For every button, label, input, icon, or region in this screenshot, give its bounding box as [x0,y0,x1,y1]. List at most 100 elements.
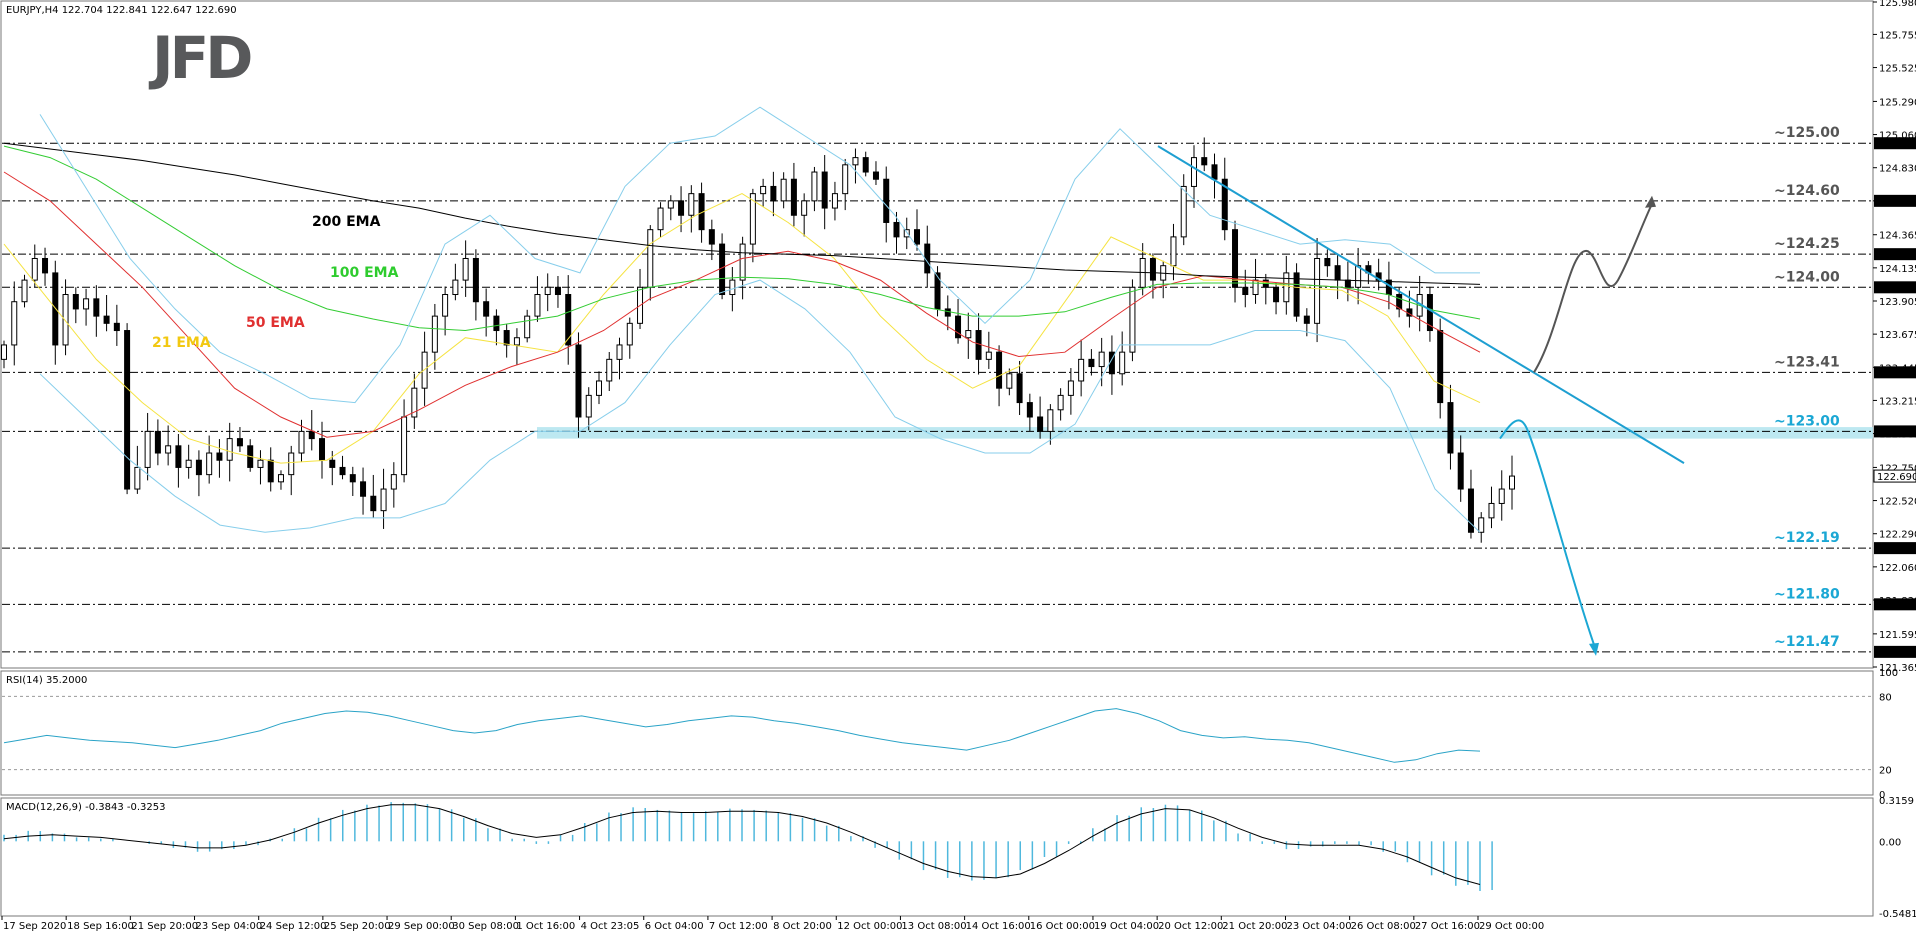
downtrend-line [1157,145,1685,464]
x-tick-label: 27 Oct 16:00 [1415,921,1480,932]
candle-body [955,315,962,339]
y-tick-label: 123.675 [1879,330,1916,341]
candle-body [944,308,951,317]
candle-body [175,445,182,468]
candle-body [1303,315,1310,324]
candle-body [134,466,141,490]
support-zone [537,427,1873,439]
candle-body [565,294,572,346]
candle-body [216,452,223,461]
candle-body [1057,394,1064,411]
x-tick-label: 23 Sep 04:00 [196,921,263,932]
candle-body [534,294,541,317]
bearish-arrowhead [1589,642,1599,656]
x-tick-label: 20 Oct 12:00 [1158,921,1223,932]
y-tick-label: 122.750 [1879,463,1916,474]
candle-body [1334,265,1341,281]
candle-body [585,394,592,418]
x-tick-label: 21 Oct 20:00 [1222,921,1287,932]
candle-body [452,279,459,296]
level-label: ~122.19 [1774,530,1840,546]
level-price-tag-text: 124.000 [1877,283,1916,294]
level-price-tag [1874,425,1916,438]
level-price-tag-text: 125.000 [1877,139,1916,150]
y-tick-label: 125.755 [1879,30,1916,41]
candle-body [1355,265,1362,288]
y-tick-label: 124.135 [1879,264,1916,275]
level-price-tag-text: 124.230 [1877,250,1916,261]
candle-body [339,466,346,476]
candle-body [288,452,295,476]
candle-body [821,171,828,209]
level-price-tag [1874,598,1916,611]
candle-body [411,387,418,418]
candle-body [93,298,100,317]
level-price-tag-text: 121.800 [1877,600,1916,611]
candle-body [267,459,274,483]
candle-body [1037,416,1044,432]
x-tick-label: 25 Sep 20:00 [324,921,391,932]
candle-body [1180,185,1187,238]
level-price-tag [1874,542,1916,555]
level-price-tag [1874,366,1916,379]
bullish-arrowhead [1645,195,1656,208]
candle-body [236,438,243,447]
x-tick-label: 12 Oct 00:00 [837,921,902,932]
candle-body [1314,257,1321,324]
candle-body [1067,380,1074,396]
candle-body [1232,229,1239,288]
candle-body [595,380,602,396]
candle-body [206,452,213,476]
level-price-tag [1874,248,1916,261]
macd-tick-label: 0.00 [1879,837,1901,848]
candle-body [277,474,284,483]
candle-body [370,495,377,512]
candle-body [319,438,326,461]
y-tick-label: 125.290 [1879,97,1916,108]
candle-body [770,185,777,202]
candle-body [1457,452,1464,490]
candle-body [1149,257,1156,281]
candle-body [483,301,490,317]
y-tick-label: 122.290 [1879,530,1916,541]
candle-body [965,330,972,339]
candle-body [21,279,28,303]
rsi-label: RSI(14) 35.2000 [6,675,87,686]
x-tick-label: 29 Oct 00:00 [1479,921,1544,932]
candle-body [914,229,921,245]
candle-body [862,157,869,173]
candle-body [667,200,674,209]
candle-body [401,416,408,476]
level-price-tag [1874,645,1916,658]
x-tick-label: 16 Oct 00:00 [1030,921,1095,932]
candle-body [780,178,787,202]
level-label: ~124.25 [1774,236,1840,252]
candle-body [1252,279,1259,296]
macd-label: MACD(12,26,9) -0.3843 -0.3253 [6,802,166,813]
candle-body [62,294,69,346]
candle-body [329,459,336,468]
candle-body [811,171,818,202]
candle-body [1221,178,1228,231]
candle-body [1170,236,1177,267]
rsi-panel [0,670,1874,796]
level-label: ~121.47 [1774,634,1840,650]
candle-body [1119,351,1126,375]
candle-body [72,294,79,310]
bearish-scenario-arrow [1499,419,1595,645]
level-price-tag-text: 123.000 [1877,427,1916,438]
candle-body [154,430,161,454]
y-tick-label: 122.060 [1879,563,1916,574]
candle-body [1488,502,1495,519]
x-tick-label: 29 Sep 00:00 [388,921,455,932]
candle-body [1396,294,1403,310]
candle-body [996,351,1003,389]
x-tick-label: 13 Oct 08:00 [901,921,966,932]
candle-body [360,481,367,497]
ema-label: 200 EMA [312,214,381,230]
candle-body [749,193,756,245]
x-tick-label: 30 Sep 08:00 [452,921,519,932]
candle-body [647,229,654,288]
candle-body [760,185,767,195]
